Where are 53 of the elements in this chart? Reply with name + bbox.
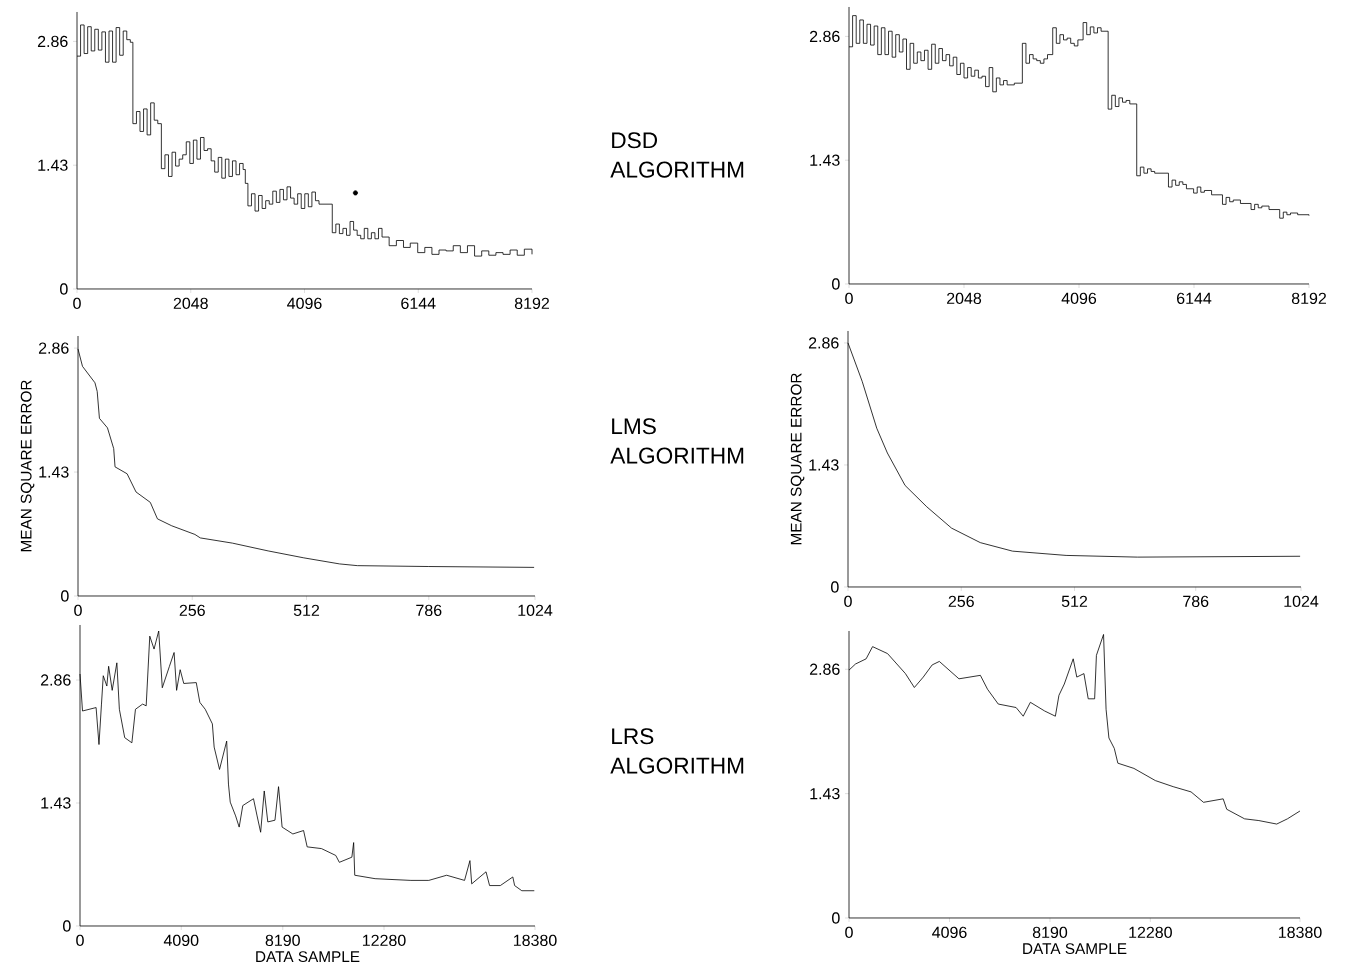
x-tick-label: 8192 xyxy=(1291,292,1326,305)
x-tick-label: 512 xyxy=(293,604,320,617)
x-tick-label: 4096 xyxy=(287,297,322,310)
x-tick-label: 0 xyxy=(74,604,82,617)
x-tick-label: 8190 xyxy=(265,934,300,947)
x-tick-label: 256 xyxy=(948,595,974,608)
x-tick-label: 0 xyxy=(844,595,852,608)
text: DSD ALGORITHM xyxy=(610,132,744,178)
text: LRS ALGORITHM xyxy=(610,728,744,774)
x-tick-label: 4096 xyxy=(1061,292,1097,305)
x-tick-label: 2048 xyxy=(173,297,208,310)
x-tick-label: 18380 xyxy=(513,934,557,947)
x-tick-label: 2048 xyxy=(947,292,982,305)
x-axis-title: DATA SAMPLE xyxy=(256,951,360,963)
x-tick-label: 12280 xyxy=(362,934,406,947)
y-tick-label: 2.86 xyxy=(37,35,68,48)
x-tick-label: 0 xyxy=(845,292,853,305)
x-tick-label: 786 xyxy=(416,604,442,617)
x-tick-label: 512 xyxy=(1061,595,1088,608)
x-tick-label: 0 xyxy=(76,934,84,947)
x-tick-label: 1024 xyxy=(1284,595,1319,608)
x-tick-label: 786 xyxy=(1183,595,1209,608)
y-tick-label: 1.43 xyxy=(810,154,840,166)
y-axis-title: MEAN SQUARE ERROR xyxy=(20,380,35,552)
y-tick-label: 1.43 xyxy=(41,797,71,809)
x-tick-label: 0 xyxy=(73,297,81,310)
x-tick-label: 4096 xyxy=(932,926,967,939)
y-tick-label: 1.43 xyxy=(809,459,839,471)
y-tick-label: 2.86 xyxy=(808,337,839,349)
x-tick-label: 6144 xyxy=(1177,292,1212,305)
y-tick-label: 1.43 xyxy=(39,466,69,478)
y-tick-label: 1.43 xyxy=(38,159,68,171)
y-tick-label: 0 xyxy=(832,912,840,924)
text: LMS ALGORITHM xyxy=(610,418,744,464)
x-tick-label: 4090 xyxy=(163,934,199,947)
y-tick-label: 2.86 xyxy=(809,30,840,43)
x-tick-label: 8190 xyxy=(1032,926,1068,939)
y-tick-label: 0 xyxy=(832,278,840,290)
x-tick-label: 0 xyxy=(845,926,853,939)
y-axis-title: MEAN SQUARE ERROR xyxy=(790,373,805,545)
y-tick-label: 0 xyxy=(831,581,839,593)
x-tick-label: 6144 xyxy=(401,297,436,310)
x-tick-label: 18380 xyxy=(1278,926,1322,939)
x-axis-title: DATA SAMPLE xyxy=(1023,943,1127,955)
y-tick-label: 2.86 xyxy=(40,674,71,686)
x-tick-label: 1024 xyxy=(518,604,553,617)
x-tick-label: 256 xyxy=(179,604,205,617)
y-tick-label: 2.86 xyxy=(809,663,840,675)
y-tick-label: 1.43 xyxy=(810,787,840,800)
y-tick-label: 0 xyxy=(60,283,68,295)
x-tick-label: 12280 xyxy=(1129,926,1172,939)
y-tick-label: 2.86 xyxy=(38,342,69,354)
x-tick-label: 8192 xyxy=(514,297,549,310)
